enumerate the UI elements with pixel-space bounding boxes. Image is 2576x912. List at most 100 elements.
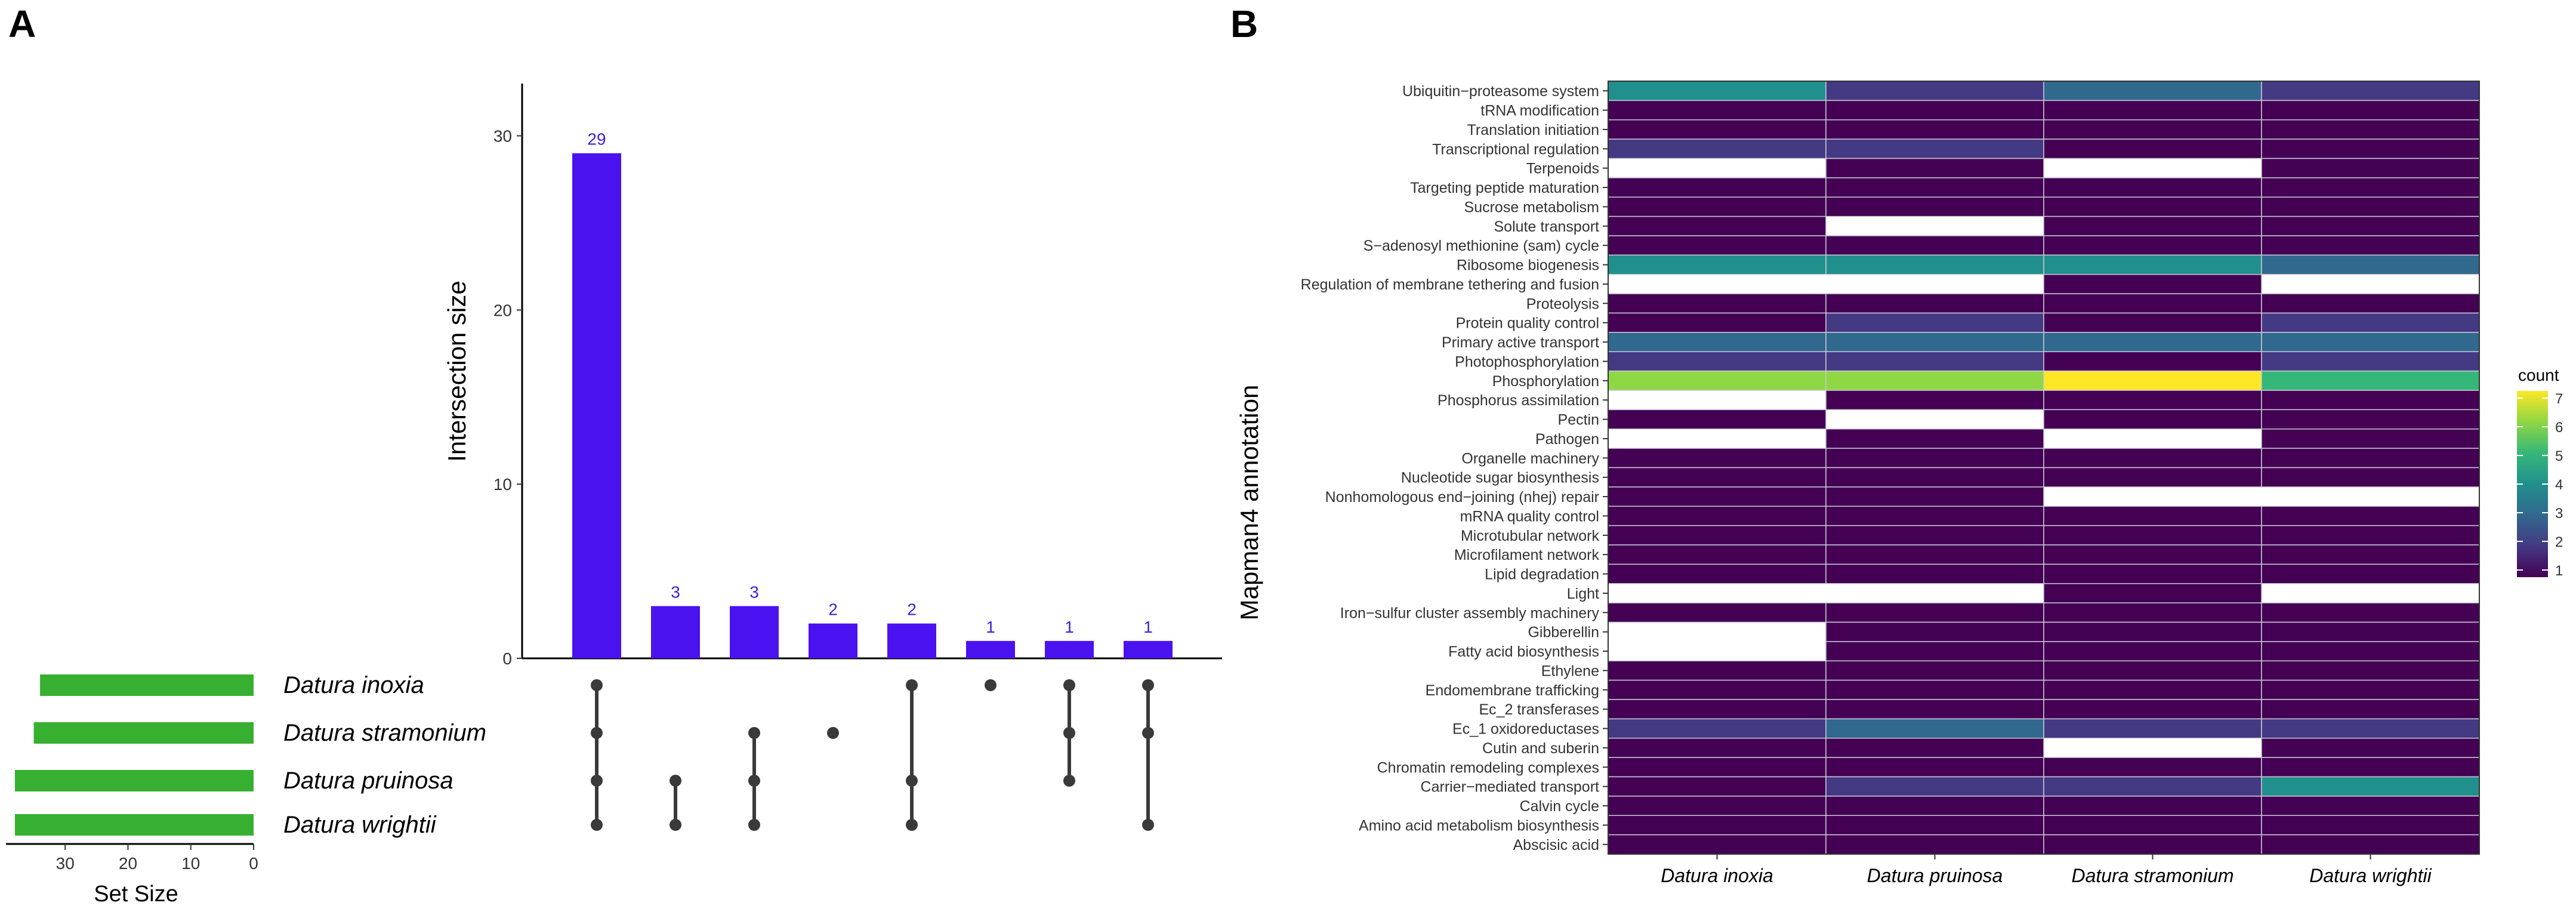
set-size-tick-label: 0 (249, 854, 258, 873)
heatmap-row-label: Targeting peptide maturation (1410, 180, 1599, 196)
heatmap-row-label: Nonhomologous end−joining (nhej) repair (1325, 489, 1599, 506)
legend-tick-label: 6 (2555, 420, 2563, 436)
heatmap-cell (2261, 235, 2480, 256)
heatmap-cell (2261, 254, 2480, 275)
heatmap-cell (1608, 100, 1827, 121)
heatmap-row-label: Microfilament network (1454, 547, 1600, 563)
heatmap-cell (2043, 177, 2262, 198)
intersection-bar-label: 29 (587, 130, 606, 149)
heatmap-cell (2261, 815, 2480, 836)
heatmap-cell (2261, 81, 2480, 101)
heatmap-cell (1825, 506, 2044, 526)
heatmap-row-label: Lipid degradation (1485, 566, 1599, 583)
matrix-dot (1142, 819, 1154, 831)
heatmap-cell (1825, 332, 2044, 352)
heatmap-cell (2043, 370, 2262, 391)
heatmap-cell (1825, 312, 2044, 333)
heatmap-cell (1608, 215, 1827, 236)
heatmap-cell (1608, 506, 1827, 526)
heatmap-y-axis-title: Mapman4 annotation (1235, 385, 1263, 621)
heatmap-cell (2261, 312, 2480, 333)
set-size-tick-label: 10 (181, 854, 200, 873)
heatmap-cell (1825, 525, 2044, 546)
heatmap-row-labels: Ubiquitin−proteasome system tRNA modifica… (1301, 83, 1608, 854)
matrix-dot (670, 819, 681, 831)
heatmap-cell (2261, 100, 2480, 121)
heatmap-cell (1608, 834, 1827, 855)
heatmap-cell (1608, 486, 1827, 507)
heatmap-cell (2043, 254, 2262, 275)
matrix-dot (827, 727, 839, 739)
heatmap-row-label: Abscisic acid (1513, 837, 1600, 854)
heatmap-cell (1608, 679, 1827, 700)
heatmap-cell (2261, 177, 2480, 198)
intersection-bar-label: 2 (907, 600, 917, 619)
heatmap-cell (1608, 718, 1827, 739)
heatmap-cell (2043, 757, 2262, 778)
heatmap-cell (1825, 718, 2044, 739)
heatmap-row-label: Proteolysis (1526, 295, 1599, 312)
heatmap-cell (2261, 699, 2480, 720)
heatmap-row-label: Transcriptional regulation (1432, 141, 1599, 158)
heatmap-cell (1608, 254, 1827, 275)
heatmap-column-label: Datura wrightii (2309, 865, 2432, 886)
heatmap-cell (1608, 757, 1827, 778)
heatmap-row-label: Carrier−mediated transport (1421, 779, 1599, 796)
heatmap-cell (2043, 544, 2262, 565)
heatmap-cell (2043, 409, 2262, 430)
heatmap-cell (2043, 312, 2262, 333)
heatmap-cell (1825, 158, 2044, 178)
heatmap-cell (2261, 196, 2480, 217)
heatmap-cells (1608, 81, 2480, 855)
intersection-bar-label: 3 (671, 583, 680, 601)
heatmap-cell (2043, 602, 2262, 623)
set-size-tick-label: 20 (119, 854, 137, 873)
heatmap-cell (1608, 138, 1827, 159)
legend-tick-label: 7 (2555, 391, 2563, 407)
heatmap-cell (2261, 738, 2480, 758)
matrix-dot (1142, 679, 1154, 691)
heatmap-cell (2261, 138, 2480, 159)
matrix-dot (906, 819, 918, 831)
heatmap-cell (2261, 641, 2480, 661)
heatmap-cell (1825, 390, 2044, 411)
heatmap-row-label: Ec_2 transferases (1479, 701, 1600, 718)
heatmap-row-label: Pectin (1558, 412, 1599, 429)
heatmap-cell (1608, 312, 1827, 333)
upset-y-axis-title: Intersection size (443, 281, 471, 461)
heatmap-cell (1825, 138, 2044, 159)
heatmap-cell (2261, 409, 2480, 430)
heatmap-cell (2043, 390, 2262, 411)
intersection-bar-label: 1 (986, 618, 995, 636)
heatmap-row-label: Ethylene (1541, 663, 1599, 679)
heatmap-row-label: Phosphorus assimilation (1437, 392, 1599, 409)
matrix-dot (985, 679, 997, 691)
upset-y-tick-label: 30 (493, 127, 512, 146)
heatmap-cell (1608, 177, 1827, 198)
heatmap-cell (2261, 660, 2480, 681)
heatmap-cell (1608, 293, 1827, 314)
heatmap-cell (1825, 834, 2044, 855)
heatmap-cell (2043, 699, 2262, 720)
heatmap-row-label: S−adenosyl methionine (sam) cycle (1363, 238, 1599, 254)
heatmap-cell (2043, 215, 2262, 236)
heatmap-cell (2043, 448, 2262, 469)
matrix-dot (906, 775, 918, 787)
heatmap-cell (1825, 429, 2044, 449)
heatmap-cell (2261, 158, 2480, 178)
heatmap-cell (2261, 796, 2480, 816)
matrix-dot (1063, 727, 1075, 739)
heatmap-cell (2043, 506, 2262, 526)
heatmap-row-label: Terpenoids (1526, 161, 1599, 177)
heatmap-cell (1608, 660, 1827, 681)
set-name-datura-stramonium: Datura stramonium (283, 720, 486, 746)
heatmap-cell (2043, 100, 2262, 121)
heatmap-cell (1608, 196, 1827, 217)
heatmap-cell (1825, 796, 2044, 816)
upset-bars: 29 3 3 2 2 1 1 1 (572, 130, 1173, 658)
heatmap-cell (1608, 738, 1827, 758)
heatmap-cell (2261, 293, 2480, 314)
heatmap-row-label: Solute transport (1494, 218, 1600, 235)
heatmap-row-label: Translation initiation (1467, 122, 1599, 138)
